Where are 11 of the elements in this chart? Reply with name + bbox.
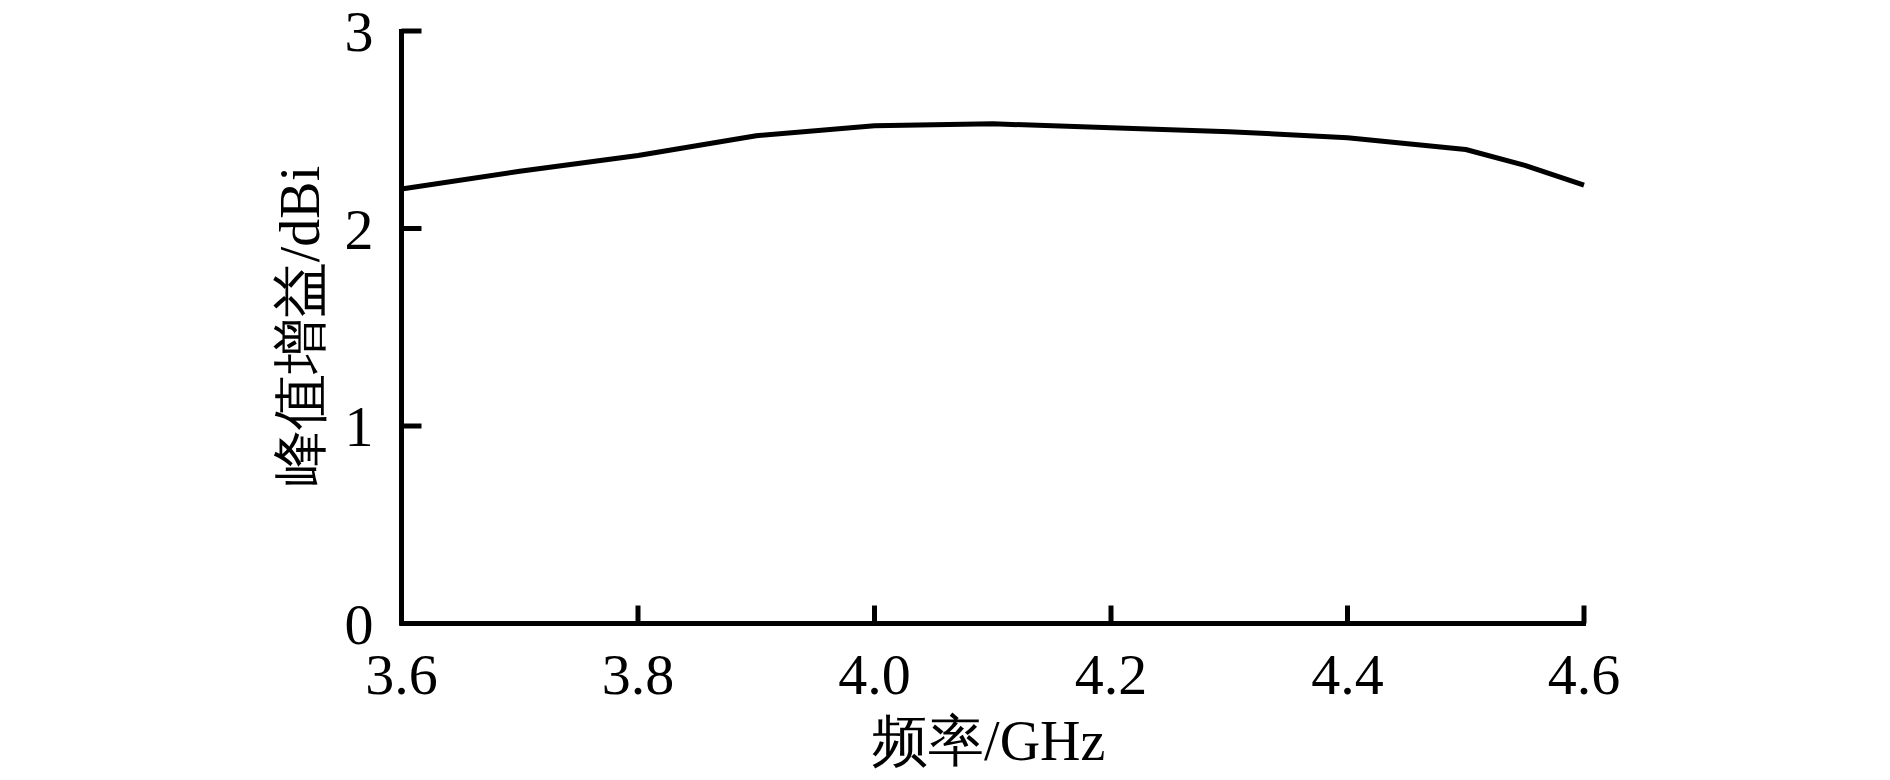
x-tick-label: 4.4 (1311, 641, 1384, 707)
x-tick-label: 4.6 (1547, 641, 1621, 707)
y-tick-label: 2 (344, 196, 374, 262)
y-tick-label: 3 (344, 0, 374, 64)
y-tick-label: 0 (344, 591, 374, 657)
y-axis-title: 峰值增益/dBi (269, 165, 331, 487)
x-tick-label: 4.2 (1074, 641, 1148, 707)
x-tick-label: 4.0 (838, 641, 911, 707)
x-tick-label: 3.8 (601, 641, 675, 707)
y-tick-label: 1 (344, 394, 374, 459)
x-axis-title: 频率/GHz (872, 710, 1106, 772)
